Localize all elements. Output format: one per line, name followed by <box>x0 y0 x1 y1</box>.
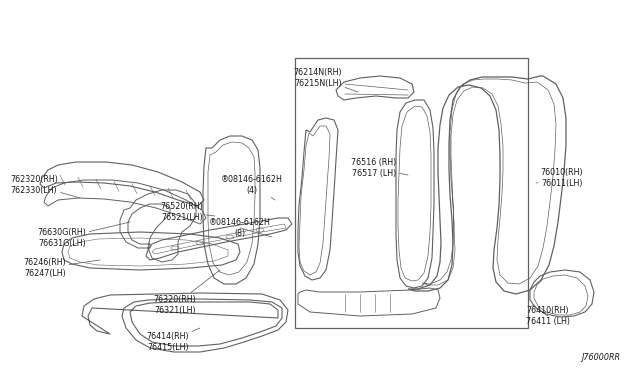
Text: 76320(RH)
76321(LH): 76320(RH) 76321(LH) <box>154 270 220 315</box>
Text: 762320(RH)
762330(LH): 762320(RH) 762330(LH) <box>10 175 80 198</box>
Text: ®08146-6162H
(8): ®08146-6162H (8) <box>209 218 272 238</box>
Text: 76214N(RH)
76215N(LH): 76214N(RH) 76215N(LH) <box>294 68 358 92</box>
Text: ®08146-6162H
(4): ®08146-6162H (4) <box>221 175 283 200</box>
Text: 76516 (RH)
76517 (LH): 76516 (RH) 76517 (LH) <box>351 158 408 178</box>
Text: 76414(RH)
76415(LH): 76414(RH) 76415(LH) <box>147 328 200 352</box>
Text: 76246(RH)
76247(LH): 76246(RH) 76247(LH) <box>24 258 100 278</box>
Bar <box>295 58 528 328</box>
Text: 76410(RH)
76411 (LH): 76410(RH) 76411 (LH) <box>526 305 570 326</box>
Text: 76630G(RH)
76631G(LH): 76630G(RH) 76631G(LH) <box>38 222 130 248</box>
Text: 76520(RH)
76521(LH): 76520(RH) 76521(LH) <box>161 202 215 222</box>
Text: 76010(RH)
76011(LH): 76010(RH) 76011(LH) <box>536 168 583 188</box>
Text: J76000RR: J76000RR <box>581 353 620 362</box>
